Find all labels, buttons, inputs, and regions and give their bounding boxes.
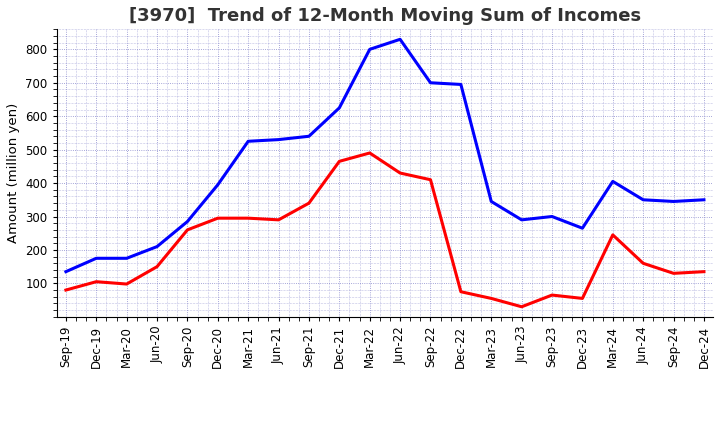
Net Income [214,216,222,221]
Ordinary Income [214,182,222,187]
Net Income [700,269,708,274]
Ordinary Income [487,199,495,204]
Ordinary Income [183,219,192,224]
Ordinary Income [122,256,131,261]
Net Income [456,289,465,294]
Y-axis label: Amount (million yen): Amount (million yen) [7,103,20,243]
Net Income [396,170,405,176]
Net Income [274,217,283,223]
Ordinary Income [244,139,253,144]
Ordinary Income [518,217,526,223]
Ordinary Income [578,226,587,231]
Ordinary Income [426,80,435,85]
Ordinary Income [153,244,161,249]
Ordinary Income [608,179,617,184]
Net Income [183,227,192,232]
Net Income [335,159,343,164]
Net Income [62,287,71,293]
Net Income [426,177,435,182]
Ordinary Income [669,199,678,204]
Ordinary Income [700,197,708,202]
Line: Net Income: Net Income [66,153,704,307]
Ordinary Income [305,134,313,139]
Title: [3970]  Trend of 12-Month Moving Sum of Incomes: [3970] Trend of 12-Month Moving Sum of I… [129,7,641,25]
Net Income [639,260,647,266]
Net Income [92,279,101,284]
Net Income [153,264,161,269]
Ordinary Income [62,269,71,274]
Ordinary Income [548,214,557,219]
Ordinary Income [366,47,374,52]
Net Income [366,150,374,156]
Net Income [487,296,495,301]
Net Income [608,232,617,238]
Ordinary Income [274,137,283,142]
Legend: Ordinary Income, Net Income: Ordinary Income, Net Income [215,434,555,440]
Line: Ordinary Income: Ordinary Income [66,39,704,271]
Ordinary Income [639,197,647,202]
Net Income [244,216,253,221]
Net Income [669,271,678,276]
Net Income [122,282,131,287]
Ordinary Income [456,82,465,87]
Ordinary Income [92,256,101,261]
Net Income [578,296,587,301]
Ordinary Income [335,105,343,110]
Ordinary Income [396,37,405,42]
Net Income [518,304,526,309]
Net Income [548,293,557,298]
Net Income [305,201,313,206]
